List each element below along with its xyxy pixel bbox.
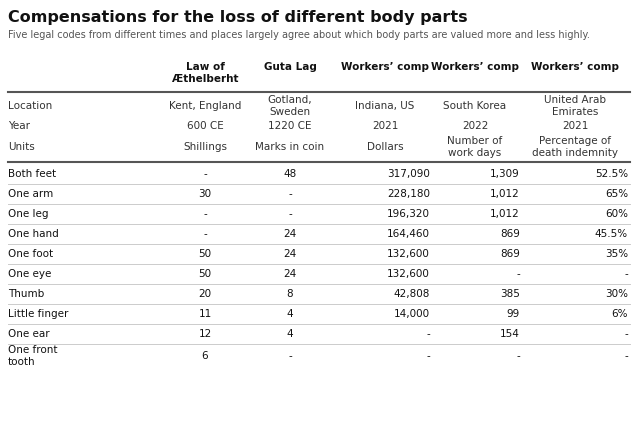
Text: United Arab
Emirates: United Arab Emirates: [544, 95, 606, 117]
Text: -: -: [288, 189, 292, 199]
Text: 20: 20: [198, 289, 212, 299]
Text: 48: 48: [283, 169, 297, 179]
Text: 385: 385: [500, 289, 520, 299]
Text: 317,090: 317,090: [387, 169, 430, 179]
Text: Workers’ comp: Workers’ comp: [531, 62, 619, 72]
Text: 24: 24: [283, 269, 297, 279]
Text: 132,600: 132,600: [387, 249, 430, 259]
Text: -: -: [426, 329, 430, 339]
Text: Marks in coin: Marks in coin: [256, 142, 325, 152]
Text: 60%: 60%: [605, 209, 628, 219]
Text: Gotland,
Sweden: Gotland, Sweden: [268, 95, 312, 117]
Text: 50: 50: [198, 249, 212, 259]
Text: One ear: One ear: [8, 329, 49, 339]
Text: Indiana, US: Indiana, US: [355, 101, 415, 111]
Text: Percentage of
death indemnity: Percentage of death indemnity: [532, 136, 618, 158]
Text: 24: 24: [283, 229, 297, 239]
Text: 24: 24: [283, 249, 297, 259]
Text: Year: Year: [8, 121, 30, 131]
Text: One hand: One hand: [8, 229, 59, 239]
Text: Kent, England: Kent, England: [169, 101, 241, 111]
Text: South Korea: South Korea: [444, 101, 507, 111]
Text: 1,012: 1,012: [490, 189, 520, 199]
Text: 2021: 2021: [562, 121, 588, 131]
Text: 164,460: 164,460: [387, 229, 430, 239]
Text: 99: 99: [507, 309, 520, 319]
Text: 2022: 2022: [462, 121, 488, 131]
Text: 154: 154: [500, 329, 520, 339]
Text: 30: 30: [198, 189, 212, 199]
Text: 42,808: 42,808: [394, 289, 430, 299]
Text: Compensations for the loss of different body parts: Compensations for the loss of different …: [8, 10, 467, 25]
Text: One eye: One eye: [8, 269, 51, 279]
Text: 869: 869: [500, 249, 520, 259]
Text: Both feet: Both feet: [8, 169, 56, 179]
Text: 65%: 65%: [605, 189, 628, 199]
Text: -: -: [624, 269, 628, 279]
Text: 14,000: 14,000: [394, 309, 430, 319]
Text: -: -: [203, 209, 207, 219]
Text: Number of
work days: Number of work days: [447, 136, 503, 158]
Text: -: -: [288, 209, 292, 219]
Text: Five legal codes from different times and places largely agree about which body : Five legal codes from different times an…: [8, 30, 590, 40]
Text: Law of
Æthelberht: Law of Æthelberht: [172, 62, 238, 84]
Text: 600 CE: 600 CE: [187, 121, 223, 131]
Text: One foot: One foot: [8, 249, 53, 259]
Text: 11: 11: [198, 309, 212, 319]
Text: One arm: One arm: [8, 189, 53, 199]
Text: Units: Units: [8, 142, 35, 152]
Text: 2021: 2021: [372, 121, 398, 131]
Text: -: -: [516, 351, 520, 361]
Text: 132,600: 132,600: [387, 269, 430, 279]
Text: 8: 8: [287, 289, 293, 299]
Text: Workers’ comp: Workers’ comp: [341, 62, 429, 72]
Text: 6%: 6%: [611, 309, 628, 319]
Text: 12: 12: [198, 329, 212, 339]
Text: 1,012: 1,012: [490, 209, 520, 219]
Text: -: -: [203, 169, 207, 179]
Text: Thumb: Thumb: [8, 289, 44, 299]
Text: -: -: [426, 351, 430, 361]
Text: Workers’ comp: Workers’ comp: [431, 62, 519, 72]
Text: 35%: 35%: [605, 249, 628, 259]
Text: Little finger: Little finger: [8, 309, 69, 319]
Text: Guta Lag: Guta Lag: [264, 62, 317, 72]
Text: 45.5%: 45.5%: [595, 229, 628, 239]
Text: -: -: [624, 329, 628, 339]
Text: -: -: [288, 351, 292, 361]
Text: 869: 869: [500, 229, 520, 239]
Text: One front
tooth: One front tooth: [8, 345, 58, 367]
Text: 228,180: 228,180: [387, 189, 430, 199]
Text: One leg: One leg: [8, 209, 49, 219]
Text: 50: 50: [198, 269, 212, 279]
Text: 52.5%: 52.5%: [595, 169, 628, 179]
Text: Shillings: Shillings: [183, 142, 227, 152]
Text: 1,309: 1,309: [490, 169, 520, 179]
Text: 1220 CE: 1220 CE: [268, 121, 312, 131]
Text: -: -: [203, 229, 207, 239]
Text: 30%: 30%: [605, 289, 628, 299]
Text: -: -: [624, 351, 628, 361]
Text: -: -: [516, 269, 520, 279]
Text: 196,320: 196,320: [387, 209, 430, 219]
Text: 4: 4: [287, 329, 293, 339]
Text: 4: 4: [287, 309, 293, 319]
Text: Location: Location: [8, 101, 52, 111]
Text: Dollars: Dollars: [367, 142, 403, 152]
Text: 6: 6: [202, 351, 208, 361]
